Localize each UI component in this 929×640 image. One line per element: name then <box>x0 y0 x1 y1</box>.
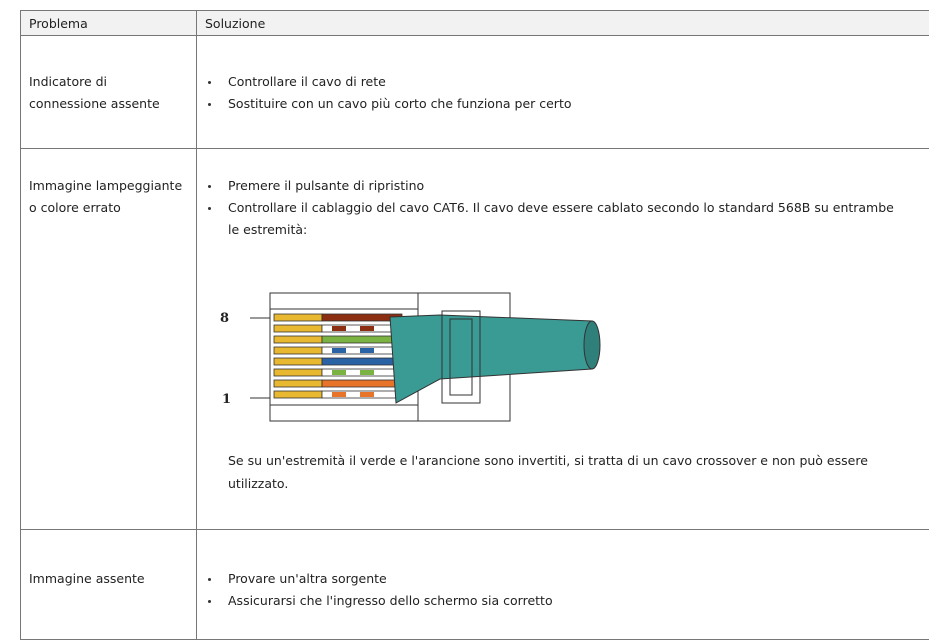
problem-cell: Indicatore di connessione assente <box>21 36 197 149</box>
pin-label: 8 <box>220 311 229 326</box>
pin-label: 1 <box>222 392 231 407</box>
bullet: Controllare il cablaggio del cavo CAT6. … <box>205 197 895 241</box>
bullet: Assicurarsi che l'ingresso dello schermo… <box>205 590 929 612</box>
header-cell: Problema <box>21 11 197 36</box>
header-cell: Soluzione <box>197 11 929 36</box>
problem-cell: Immagine lampeggiante o colore errato <box>21 149 197 530</box>
troubleshooting-table: Problema Soluzione Indicatore di conness… <box>20 10 929 640</box>
problem-cell: Immagine assente <box>21 530 197 640</box>
bullet: Controllare il cavo di rete <box>205 71 929 93</box>
bullet: Premere il pulsante di ripristino <box>205 175 895 197</box>
note: Se su un'estremità il verde e l'arancion… <box>228 449 918 495</box>
bullet: Sostituire con un cavo più corto che fun… <box>205 93 929 115</box>
rj45-diagram: 8 1 <box>210 289 610 429</box>
header-row: Problema Soluzione <box>21 11 929 36</box>
solution-cell: Provare un'altra sorgente Assicurarsi ch… <box>197 530 929 640</box>
solution-cell: Premere il pulsante di ripristino Contro… <box>197 149 929 530</box>
bullet-list: Controllare il cavo di rete Sostituire c… <box>205 71 929 115</box>
bullet: Provare un'altra sorgente <box>205 568 929 590</box>
table-row: Immagine assente Provare un'altra sorgen… <box>21 530 929 640</box>
bullet-list: Premere il pulsante di ripristino Contro… <box>205 175 895 241</box>
solution-cell: Controllare il cavo di rete Sostituire c… <box>197 36 929 149</box>
bullet-list: Provare un'altra sorgente Assicurarsi ch… <box>205 568 929 612</box>
table-row: Immagine lampeggiante o colore errato Pr… <box>21 149 929 530</box>
table-row: Indicatore di connessione assente Contro… <box>21 36 929 149</box>
